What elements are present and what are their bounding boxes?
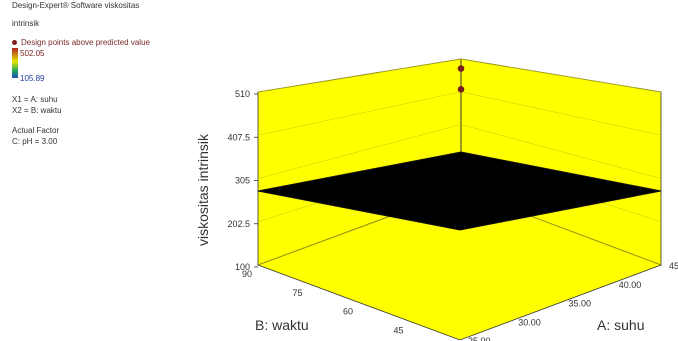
design-point <box>457 65 465 72</box>
color-scale: 502.05 105.89 <box>12 48 212 84</box>
design-point <box>457 86 465 93</box>
response-surface <box>257 151 662 231</box>
actual-factor-value: C: pH = 3.00 <box>12 137 58 146</box>
y-tick-label: 60 <box>343 307 353 317</box>
design-points-label: Design points above predicted value <box>21 38 150 47</box>
x-tick-label: 40.00 <box>619 280 642 290</box>
x-tick-label: 25.00 <box>468 336 491 341</box>
z-tick-label: 510 <box>235 89 250 99</box>
z-tick-label: 305 <box>235 176 250 186</box>
design-points-legend: Design points above predicted value <box>12 37 212 48</box>
z-axis-label: viskositas intrinsik <box>195 133 211 246</box>
y-axis-label: B: waktu <box>255 317 309 333</box>
x1-definition: X1 = A: suhu <box>12 95 58 104</box>
color-scale-bar <box>12 48 18 78</box>
response-name: intrinsik <box>12 19 40 28</box>
y-tick-label: 45 <box>393 325 403 335</box>
y-tick-label: 90 <box>242 269 252 279</box>
z-gridline <box>257 58 662 93</box>
x-axis-label: A: suhu <box>597 317 644 333</box>
legend-panel: Design-Expert® Software viskositas intri… <box>12 0 212 147</box>
scale-min: 105.89 <box>20 74 45 83</box>
z-tick-label: 100 <box>235 262 250 272</box>
x-tick-label: 35.00 <box>569 299 592 309</box>
x-tick-label: 45.00 <box>669 261 678 271</box>
design-point-marker-icon <box>12 40 17 45</box>
x-tick-label: 30.00 <box>518 317 541 327</box>
x2-definition: X2 = B: waktu <box>12 106 62 115</box>
z-tick-label: 407.5 <box>227 132 250 142</box>
actual-factor-title: Actual Factor <box>12 126 60 135</box>
scale-max: 502.05 <box>20 49 45 58</box>
z-gridline <box>257 124 662 179</box>
y-tick-label: 75 <box>292 288 302 298</box>
software-title: Design-Expert® Software viskositas <box>12 1 140 10</box>
z-tick-label: 202.5 <box>227 219 250 229</box>
